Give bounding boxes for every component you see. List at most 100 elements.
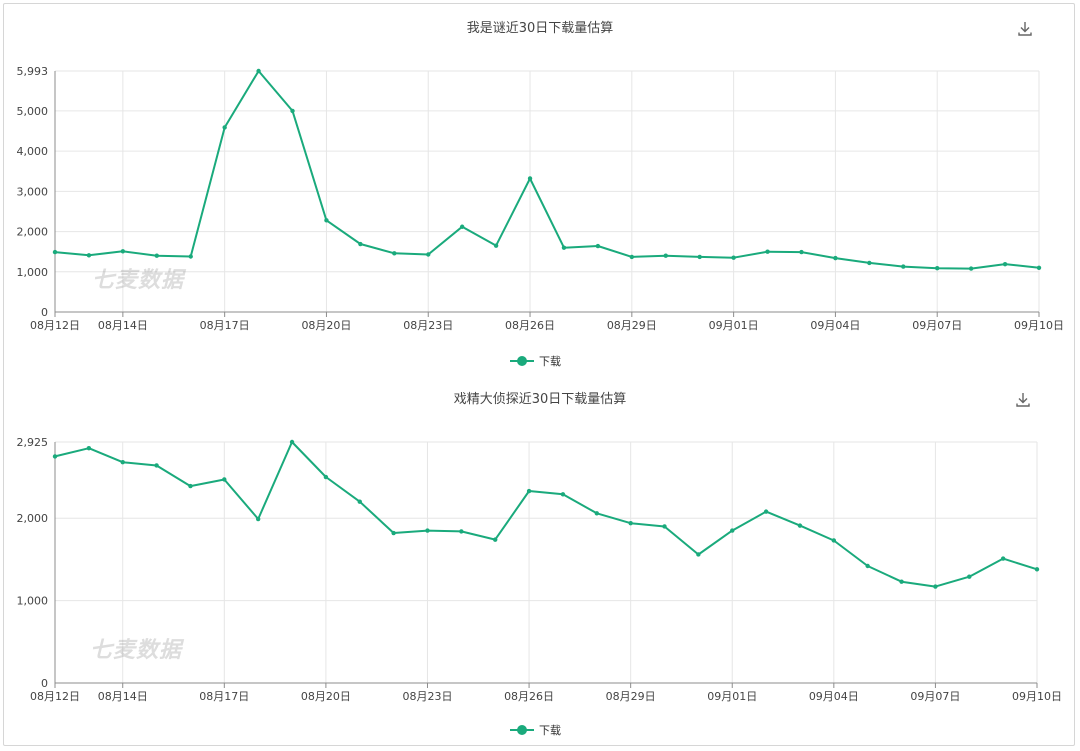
- x-tick-label: 08月12日: [30, 690, 80, 703]
- data-point: [799, 249, 804, 255]
- data-point: [901, 264, 906, 269]
- data-point: [831, 538, 837, 543]
- data-point: [527, 176, 533, 181]
- x-tick-label: 08月14日: [98, 319, 148, 332]
- data-point: [933, 584, 938, 589]
- data-point: [290, 108, 295, 114]
- x-tick-label: 09月01日: [709, 319, 759, 332]
- watermark: 七麦数据: [92, 268, 185, 293]
- data-point: [52, 454, 58, 459]
- download-icon[interactable]: [1014, 391, 1032, 409]
- data-point: [663, 253, 668, 258]
- data-point: [323, 474, 329, 480]
- data-point: [561, 245, 567, 250]
- data-point: [797, 523, 803, 528]
- data-point: [935, 265, 940, 271]
- x-tick-label: 08月23日: [403, 319, 453, 332]
- chart-panel-2: 戏精大侦探近30日下载量估算 0 1,000 2,000 2,925 08月12日 08月…: [0, 372, 1080, 751]
- x-tick-label: 08月23日: [402, 690, 452, 703]
- y-tick-label: 3,000: [17, 185, 49, 198]
- y-tick-label: 0: [41, 677, 48, 690]
- data-point: [222, 477, 227, 482]
- data-point: [120, 249, 126, 254]
- chart-frame: [3, 3, 1075, 746]
- x-tick-label: 08月26日: [505, 319, 555, 332]
- data-point: [763, 509, 769, 514]
- data-point: [154, 463, 159, 468]
- y-tick-label: 1,000: [17, 595, 49, 608]
- data-point: [594, 511, 599, 516]
- data-point: [1000, 556, 1006, 561]
- x-tick-label: 09月01日: [707, 690, 757, 703]
- data-point: [425, 528, 430, 533]
- data-point: [662, 524, 667, 529]
- data-point: [358, 241, 363, 247]
- data-point: [968, 266, 974, 271]
- x-tick-label: 08月20日: [301, 690, 351, 703]
- x-tick-label: 08月26日: [504, 690, 554, 703]
- y-tick-label: 2,000: [17, 226, 49, 239]
- data-point: [392, 251, 397, 256]
- chart-panel-1: 我是谜近30日下载量估算 0 1,000 2,000 3,000 4,000 5,000 5…: [0, 0, 1080, 372]
- x-tick-label: 09月07日: [912, 319, 962, 332]
- data-point: [560, 492, 566, 497]
- data-point: [86, 253, 92, 258]
- line-chart: 0 1,000 2,000 2,925 08月12日 08月14日 08月17日 08月20日…: [17, 436, 1063, 703]
- data-point: [1034, 567, 1040, 572]
- chart-title: 戏精大侦探近30日下载量估算: [453, 392, 627, 407]
- data-point: [459, 529, 464, 534]
- data-point: [730, 528, 735, 533]
- y-tick-label: 0: [41, 306, 48, 319]
- data-point: [967, 574, 972, 579]
- x-tick-label: 09月07日: [910, 690, 960, 703]
- data-point: [1036, 265, 1042, 270]
- data-point: [731, 255, 736, 260]
- data-point: [256, 68, 261, 74]
- x-tick-label: 08月12日: [30, 319, 80, 332]
- x-tick-label: 08月14日: [98, 690, 148, 703]
- download-icon[interactable]: [1016, 20, 1034, 38]
- data-point: [765, 249, 770, 254]
- data-point: [52, 249, 58, 255]
- watermark: 七麦数据: [90, 638, 183, 663]
- data-point: [222, 125, 227, 130]
- data-point: [188, 254, 193, 259]
- data-point: [120, 459, 125, 465]
- x-tick-label: 08月17日: [199, 690, 249, 703]
- x-tick-label: 08月20日: [301, 319, 351, 332]
- data-point: [391, 530, 396, 536]
- line-chart: 0 1,000 2,000 3,000 4,000 5,000 5,993 08月12日 08月…: [17, 65, 1065, 332]
- x-tick-label: 08月29日: [606, 690, 656, 703]
- data-point: [1002, 261, 1008, 267]
- data-point: [459, 224, 465, 229]
- y-tick-label: 2,925: [17, 436, 49, 449]
- data-point: [865, 563, 870, 569]
- data-point: [426, 252, 431, 257]
- y-tick-label: 4,000: [17, 145, 49, 158]
- series-line: [54, 70, 1040, 270]
- legend-swatch: [510, 724, 534, 736]
- data-point: [628, 520, 633, 526]
- series-line: [54, 441, 1038, 588]
- data-point: [493, 243, 499, 248]
- x-tick-label: 08月29日: [607, 319, 657, 332]
- y-tick-label: 1,000: [17, 266, 49, 279]
- legend-label: 下载: [539, 724, 561, 737]
- y-tick-label: 5,000: [17, 105, 49, 118]
- legend[interactable]: 下载: [510, 353, 561, 369]
- data-point: [324, 218, 329, 223]
- data-point: [255, 516, 261, 522]
- data-point: [86, 445, 92, 451]
- data-point: [289, 439, 295, 445]
- data-point: [188, 483, 193, 489]
- y-tick-label: 5,993: [17, 65, 49, 78]
- data-point: [899, 579, 904, 584]
- data-point: [493, 537, 498, 542]
- legend[interactable]: 下载: [510, 722, 561, 738]
- data-point: [357, 499, 362, 504]
- x-tick-label: 08月17日: [200, 319, 250, 332]
- data-point: [696, 552, 701, 557]
- data-point: [629, 254, 635, 260]
- data-point: [833, 255, 838, 261]
- legend-label: 下载: [539, 355, 561, 368]
